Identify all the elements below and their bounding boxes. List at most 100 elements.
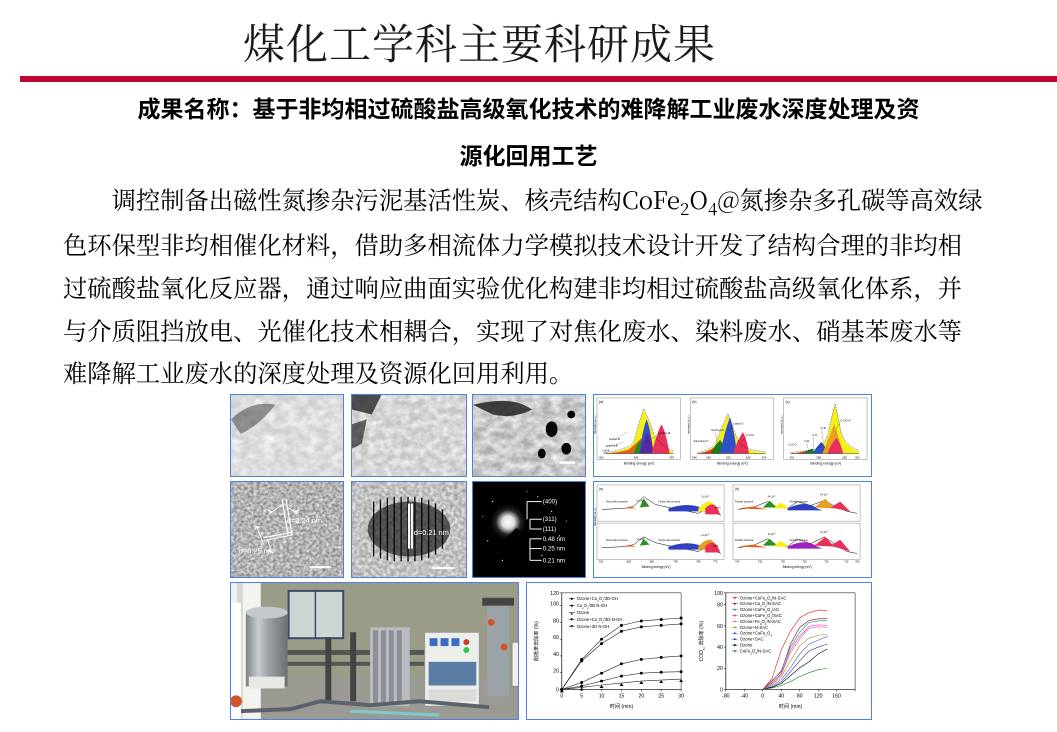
svg-text:(c): (c) bbox=[786, 400, 790, 404]
svg-text:720: 720 bbox=[824, 559, 829, 563]
svg-text:Lattice-O: Lattice-O bbox=[733, 421, 743, 425]
svg-text:540: 540 bbox=[692, 455, 697, 459]
svg-text:d=0.25 nm: d=0.25 nm bbox=[239, 547, 274, 556]
svg-text:282: 282 bbox=[855, 455, 860, 459]
svg-text:-40: -40 bbox=[741, 693, 749, 699]
svg-text:100: 100 bbox=[550, 602, 559, 608]
svg-text:80: 80 bbox=[797, 693, 803, 699]
svg-text:800: 800 bbox=[650, 559, 655, 563]
svg-text:d=0.21 nm: d=0.21 nm bbox=[414, 528, 449, 537]
svg-text:d=0.24 nm: d=0.24 nm bbox=[287, 516, 322, 525]
svg-text:5: 5 bbox=[580, 693, 583, 699]
svg-text:pyridine-Ⅲ: pyridine-Ⅲ bbox=[659, 431, 671, 435]
svg-text:Binding energy (eV): Binding energy (eV) bbox=[642, 565, 671, 569]
svg-text:536: 536 bbox=[706, 455, 711, 459]
svg-text:Intensity (a.u.): Intensity (a.u.) bbox=[780, 416, 784, 434]
svg-text:120: 120 bbox=[550, 591, 559, 597]
svg-text:160: 160 bbox=[832, 693, 841, 699]
svg-text:730: 730 bbox=[781, 559, 786, 563]
svg-text:(111): (111) bbox=[543, 526, 556, 533]
svg-text:0: 0 bbox=[720, 687, 723, 693]
svg-text:Binding energy (eV): Binding energy (eV) bbox=[783, 565, 812, 569]
svg-text:Intensity (a.u.): Intensity (a.u.) bbox=[594, 508, 597, 527]
svg-text:C-O: C-O bbox=[812, 433, 817, 437]
svg-text:810: 810 bbox=[599, 559, 604, 563]
svg-text:400: 400 bbox=[634, 455, 639, 459]
svg-text:40: 40 bbox=[553, 652, 559, 658]
svg-text:715: 715 bbox=[844, 559, 849, 563]
svg-text:40: 40 bbox=[717, 645, 723, 651]
svg-text:Fenton-like structure: Fenton-like structure bbox=[606, 539, 628, 542]
svg-text:Fentlike structure: Fentlike structure bbox=[790, 539, 809, 542]
svg-text:Hydroxyl-O: Hydroxyl-O bbox=[711, 428, 724, 432]
svg-text:Ozone: Ozone bbox=[740, 643, 753, 648]
svg-text:80: 80 bbox=[553, 618, 559, 624]
svg-text:Ozone+N-SAC: Ozone+N-SAC bbox=[740, 625, 768, 630]
svg-text:(311): (311) bbox=[543, 516, 557, 523]
svg-text:291: 291 bbox=[790, 455, 795, 459]
svg-text:532: 532 bbox=[726, 455, 731, 459]
svg-text:25: 25 bbox=[658, 693, 664, 699]
svg-text:120: 120 bbox=[814, 693, 823, 699]
svg-text:Adsorption-O: Adsorption-O bbox=[693, 439, 708, 443]
svg-text:Fenton-like structure: Fenton-like structure bbox=[659, 539, 681, 542]
svg-text:C=Ⅲ: C=Ⅲ bbox=[820, 426, 825, 430]
svg-text:C-Ⅲ-Ⅲ: C-Ⅲ-Ⅲ bbox=[602, 449, 609, 453]
svg-text:CuFe2O4/N-SAC: CuFe2O4/N-SAC bbox=[740, 648, 772, 655]
svg-text:740: 740 bbox=[735, 559, 740, 563]
svg-text:285: 285 bbox=[842, 455, 847, 459]
svg-text:524: 524 bbox=[762, 455, 767, 459]
svg-text:15: 15 bbox=[619, 693, 625, 699]
svg-text:20: 20 bbox=[717, 666, 723, 672]
svg-text:Fentlike structure: Fentlike structure bbox=[790, 501, 809, 504]
svg-text:288: 288 bbox=[816, 455, 821, 459]
svg-text:Binding energy (eV): Binding energy (eV) bbox=[624, 461, 655, 465]
svg-text:(400): (400) bbox=[543, 499, 557, 506]
svg-text:graphite-Ⅲ: graphite-Ⅲ bbox=[606, 444, 618, 448]
svg-text:20: 20 bbox=[553, 669, 559, 675]
svg-text:735: 735 bbox=[758, 559, 763, 563]
svg-text:时间 (min): 时间 (min) bbox=[610, 702, 634, 710]
svg-text:used: used bbox=[713, 545, 719, 548]
svg-text:80: 80 bbox=[717, 603, 723, 609]
svg-text:0: 0 bbox=[560, 693, 563, 699]
svg-text:Binding energy (eV): Binding energy (eV) bbox=[717, 461, 748, 465]
svg-text:CODCr 去除率 (%): CODCr 去除率 (%) bbox=[697, 621, 706, 662]
svg-text:Binding energy (eV): Binding energy (eV) bbox=[810, 461, 841, 465]
svg-text:C-O-M: C-O-M bbox=[746, 433, 754, 437]
svg-text:725: 725 bbox=[802, 559, 807, 563]
svg-text:(b): (b) bbox=[692, 400, 696, 404]
svg-text:(a): (a) bbox=[599, 400, 603, 404]
svg-text:0: 0 bbox=[556, 687, 559, 693]
svg-text:-80: -80 bbox=[722, 693, 730, 699]
svg-text:时间 (min): 时间 (min) bbox=[779, 702, 803, 710]
svg-text:Fentlike structure: Fentlike structure bbox=[735, 539, 754, 542]
svg-text:Intensity (a.u.): Intensity (a.u.) bbox=[594, 416, 597, 434]
svg-text:(b): (b) bbox=[735, 487, 739, 491]
svg-text:30: 30 bbox=[678, 693, 684, 699]
svg-text:100: 100 bbox=[714, 591, 723, 597]
svg-text:775: 775 bbox=[713, 559, 718, 563]
svg-text:790: 790 bbox=[696, 559, 701, 563]
svg-text:fresh: fresh bbox=[715, 506, 721, 509]
svg-text:795: 795 bbox=[673, 559, 678, 563]
svg-text:60: 60 bbox=[553, 635, 559, 641]
svg-text:(a): (a) bbox=[599, 487, 603, 491]
svg-text:397: 397 bbox=[669, 455, 674, 459]
svg-text:10: 10 bbox=[599, 693, 605, 699]
svg-text:Fenton-like structure: Fenton-like structure bbox=[606, 501, 628, 504]
svg-text:C-Ⅲ: C-Ⅲ bbox=[804, 439, 809, 443]
svg-text:Ozone: Ozone bbox=[577, 610, 590, 615]
svg-text:削抵苯去除率 (%): 削抵苯去除率 (%) bbox=[532, 621, 540, 661]
svg-text:CuC-O: CuC-O bbox=[789, 443, 797, 447]
svg-text:403: 403 bbox=[599, 455, 604, 459]
svg-text:40: 40 bbox=[778, 693, 784, 699]
svg-text:0: 0 bbox=[761, 693, 764, 699]
svg-text:Ozone+SAC: Ozone+SAC bbox=[740, 637, 764, 642]
svg-text:Intensity (a.u.): Intensity (a.u.) bbox=[686, 416, 690, 434]
svg-text:0.48 nm: 0.48 nm bbox=[543, 536, 565, 543]
svg-text:20: 20 bbox=[638, 693, 644, 699]
svg-text:Fenton-like structure: Fenton-like structure bbox=[659, 501, 681, 504]
svg-text:0.21 nm: 0.21 nm bbox=[543, 557, 565, 564]
svg-text:powder-Ⅲ: powder-Ⅲ bbox=[609, 437, 620, 441]
